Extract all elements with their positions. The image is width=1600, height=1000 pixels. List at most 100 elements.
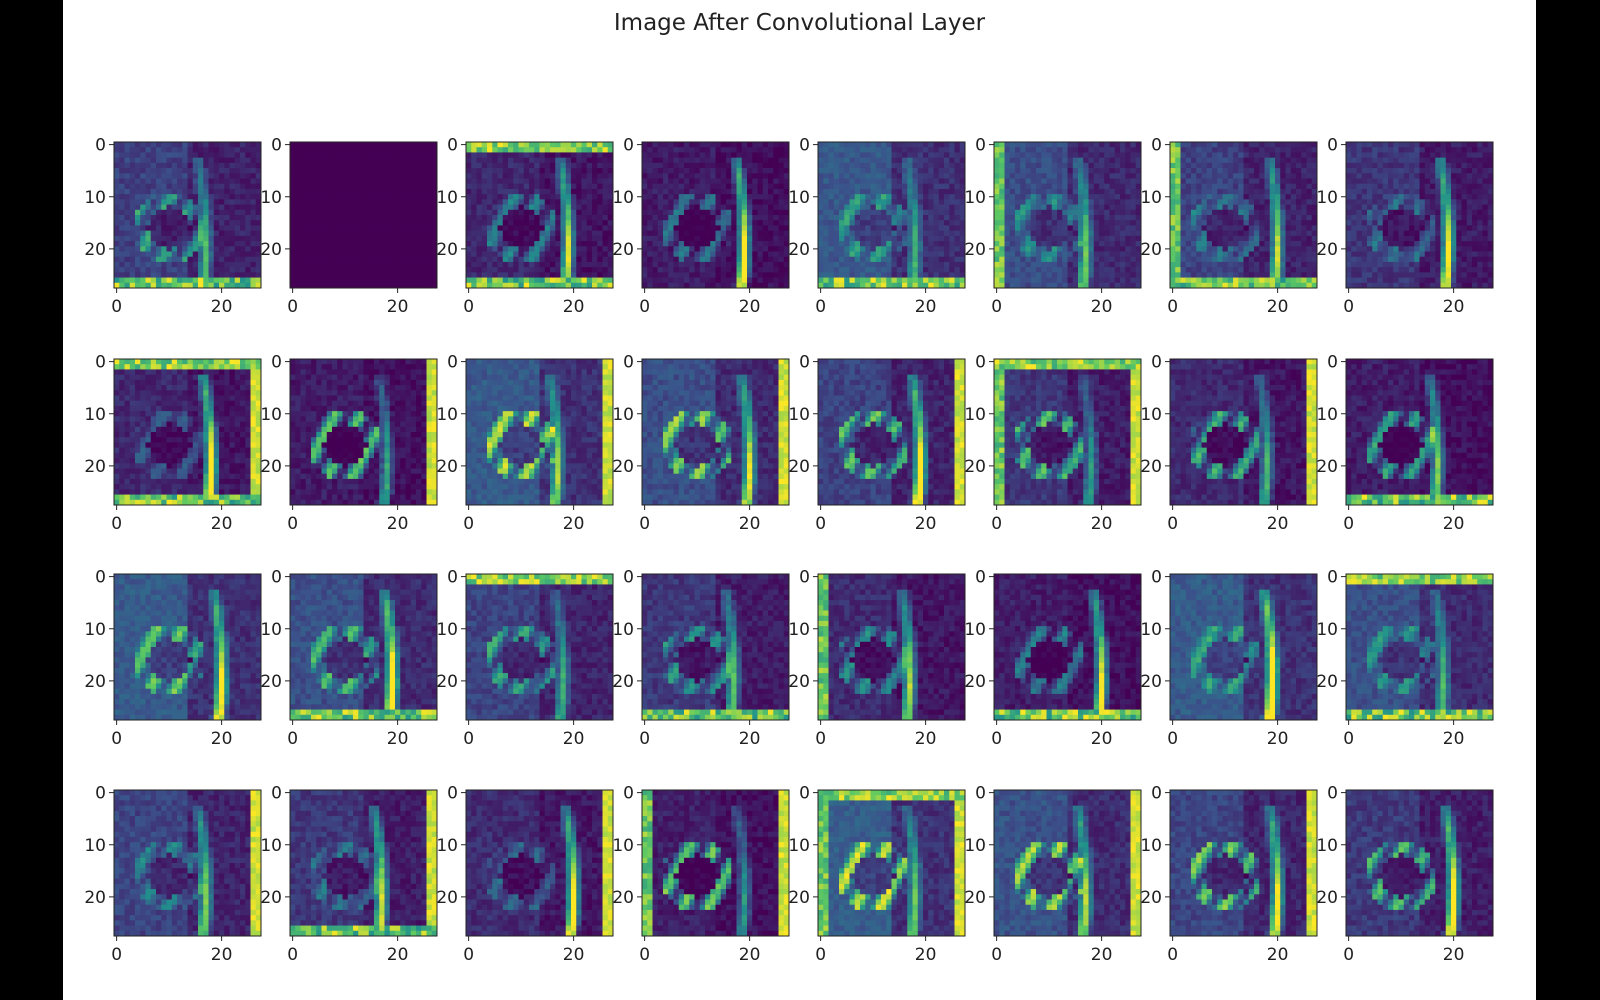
heatmap-cell xyxy=(140,205,146,211)
heatmap-cell xyxy=(146,173,152,179)
heatmap-cell xyxy=(219,194,225,200)
heatmap-cell xyxy=(390,225,396,231)
heatmap-cell xyxy=(130,246,136,252)
heatmap-cell xyxy=(322,194,328,200)
heatmap-cell xyxy=(114,231,120,237)
heatmap-cell xyxy=(203,257,209,263)
heatmap-cell xyxy=(411,199,417,205)
heatmap-cell xyxy=(219,236,225,242)
heatmap-cell xyxy=(198,163,204,169)
heatmap-cell xyxy=(369,220,375,226)
heatmap-cell xyxy=(209,215,215,221)
heatmap-cell xyxy=(193,163,199,169)
heatmap-cell xyxy=(219,163,225,169)
heatmap-cell xyxy=(125,147,131,153)
heatmap-cell xyxy=(374,194,380,200)
heatmap-cell xyxy=(240,179,246,185)
heatmap-cell xyxy=(311,168,317,174)
heatmap-cell xyxy=(295,241,301,247)
heatmap-cell xyxy=(214,179,220,185)
heatmap-cell xyxy=(188,210,194,216)
x-tick-label: 20 xyxy=(211,297,233,317)
heatmap-cell xyxy=(427,189,433,195)
heatmap-cell xyxy=(135,257,141,263)
heatmap-cell xyxy=(301,246,307,252)
heatmap-cell xyxy=(322,179,328,185)
heatmap-cell xyxy=(295,236,301,242)
heatmap-cell xyxy=(188,184,194,190)
heatmap-cell xyxy=(172,194,178,200)
heatmap-cell xyxy=(182,236,188,242)
heatmap-cell xyxy=(182,173,188,179)
heatmap-cell xyxy=(245,278,251,284)
heatmap-cell xyxy=(427,225,433,231)
heatmap-cell xyxy=(177,179,183,185)
heatmap-cell xyxy=(156,189,162,195)
heatmap-cell xyxy=(411,210,417,216)
heatmap-cell xyxy=(316,210,322,216)
heatmap-cell xyxy=(290,246,296,252)
heatmap-cell xyxy=(240,168,246,174)
heatmap-cell xyxy=(219,179,225,185)
heatmap-cell xyxy=(130,241,136,247)
heatmap-cell xyxy=(177,215,183,221)
heatmap-cell xyxy=(114,173,120,179)
heatmap-cell xyxy=(219,246,225,252)
heatmap-cell xyxy=(290,210,296,216)
heatmap-cell xyxy=(203,215,209,221)
heatmap-cell xyxy=(301,158,307,164)
heatmap-cell xyxy=(140,215,146,221)
heatmap-cell xyxy=(416,142,422,148)
heatmap-cell xyxy=(374,168,380,174)
heatmap-cell xyxy=(235,252,241,258)
heatmap-cell xyxy=(379,199,385,205)
heatmap-cell xyxy=(251,262,257,268)
heatmap-cell xyxy=(421,225,427,231)
heatmap-cell xyxy=(337,236,343,242)
heatmap-cell xyxy=(119,142,125,148)
heatmap-cell xyxy=(395,215,401,221)
heatmap-cell xyxy=(156,205,162,211)
heatmap-cell xyxy=(114,252,120,258)
heatmap-cell xyxy=(421,147,427,153)
heatmap-cell xyxy=(235,241,241,247)
heatmap-cell xyxy=(400,215,406,221)
heatmap-cell xyxy=(235,215,241,221)
heatmap-cell xyxy=(156,262,162,268)
heatmap-cell xyxy=(172,179,178,185)
heatmap-cell xyxy=(301,236,307,242)
heatmap-cell xyxy=(230,147,236,153)
heatmap-cell xyxy=(332,173,338,179)
heatmap-cell xyxy=(161,231,167,237)
heatmap-cell xyxy=(301,189,307,195)
heatmap-cell xyxy=(251,205,257,211)
heatmap-cell xyxy=(411,158,417,164)
heatmap-cell xyxy=(358,199,364,205)
heatmap-cell xyxy=(146,241,152,247)
heatmap-cell xyxy=(114,179,120,185)
heatmap-cell xyxy=(203,205,209,211)
heatmap-cell xyxy=(411,152,417,158)
heatmap-cell xyxy=(230,173,236,179)
heatmap-cell xyxy=(364,220,370,226)
heatmap-cell xyxy=(390,179,396,185)
heatmap-cell xyxy=(240,231,246,237)
heatmap-cell xyxy=(353,158,359,164)
heatmap-cell xyxy=(306,215,312,221)
heatmap-cell xyxy=(172,152,178,158)
heatmap-cell xyxy=(385,194,391,200)
heatmap-cell xyxy=(214,184,220,190)
heatmap-cell xyxy=(182,225,188,231)
heatmap-cell xyxy=(332,199,338,205)
heatmap-cell xyxy=(369,179,375,185)
heatmap-cell xyxy=(125,142,131,148)
heatmap-cell xyxy=(193,168,199,174)
heatmap-cell xyxy=(224,220,230,226)
heatmap-cell xyxy=(119,272,125,278)
heatmap-cell xyxy=(146,147,152,153)
heatmap-cell xyxy=(209,168,215,174)
heatmap-cell xyxy=(240,142,246,148)
heatmap-cell xyxy=(369,236,375,242)
heatmap-cell xyxy=(203,246,209,252)
heatmap-cell xyxy=(327,215,333,221)
